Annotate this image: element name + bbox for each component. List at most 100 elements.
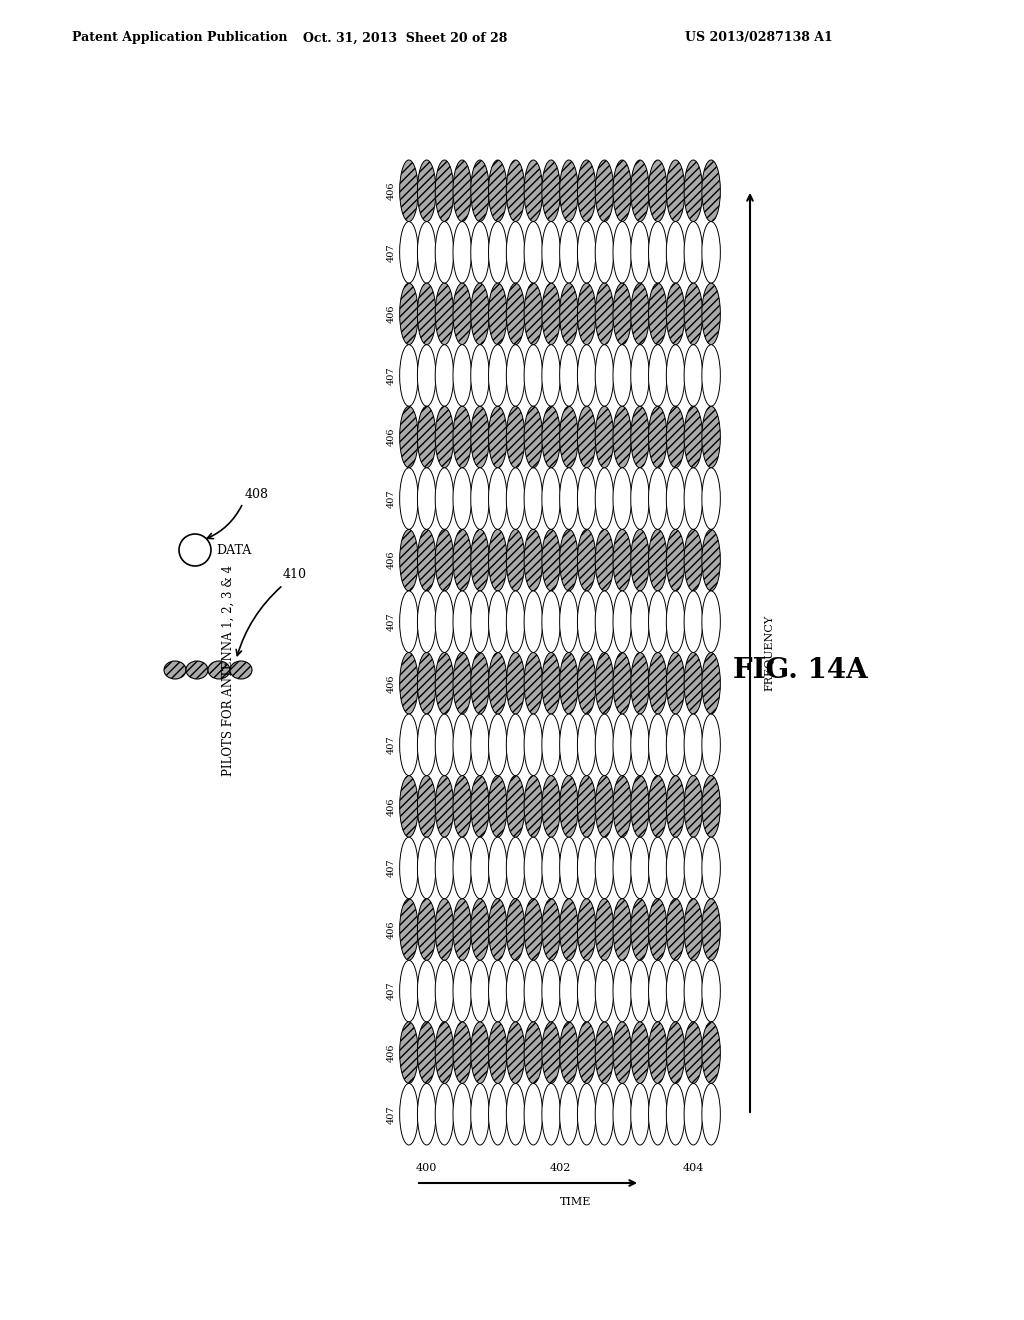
Text: 404: 404 <box>683 1163 705 1173</box>
Ellipse shape <box>631 652 649 714</box>
Ellipse shape <box>701 1022 720 1084</box>
Ellipse shape <box>471 776 489 837</box>
Ellipse shape <box>595 591 613 652</box>
Ellipse shape <box>179 535 211 566</box>
Ellipse shape <box>542 345 560 407</box>
Ellipse shape <box>524 467 543 529</box>
Ellipse shape <box>648 467 667 529</box>
Ellipse shape <box>595 282 613 345</box>
Ellipse shape <box>524 714 543 776</box>
Text: 406: 406 <box>387 305 396 323</box>
Ellipse shape <box>435 222 454 282</box>
Ellipse shape <box>399 1084 418 1144</box>
Ellipse shape <box>701 652 720 714</box>
Ellipse shape <box>471 160 489 222</box>
Ellipse shape <box>701 837 720 899</box>
Ellipse shape <box>399 961 418 1022</box>
Ellipse shape <box>488 776 507 837</box>
Ellipse shape <box>667 282 685 345</box>
Ellipse shape <box>560 282 579 345</box>
Ellipse shape <box>399 467 418 529</box>
Ellipse shape <box>595 1022 613 1084</box>
Ellipse shape <box>648 407 667 467</box>
Ellipse shape <box>667 899 685 961</box>
Ellipse shape <box>701 529 720 591</box>
Ellipse shape <box>684 345 702 407</box>
Ellipse shape <box>667 776 685 837</box>
Ellipse shape <box>542 467 560 529</box>
Ellipse shape <box>701 345 720 407</box>
Ellipse shape <box>578 714 596 776</box>
Ellipse shape <box>595 961 613 1022</box>
Ellipse shape <box>648 529 667 591</box>
Ellipse shape <box>524 652 543 714</box>
Ellipse shape <box>524 591 543 652</box>
Ellipse shape <box>230 661 252 678</box>
Ellipse shape <box>488 1022 507 1084</box>
Ellipse shape <box>560 776 579 837</box>
Ellipse shape <box>578 282 596 345</box>
Ellipse shape <box>613 714 632 776</box>
Text: 408: 408 <box>245 488 269 502</box>
Ellipse shape <box>613 1084 632 1144</box>
Ellipse shape <box>684 1084 702 1144</box>
Ellipse shape <box>488 591 507 652</box>
Ellipse shape <box>453 837 471 899</box>
Ellipse shape <box>578 160 596 222</box>
Ellipse shape <box>613 837 632 899</box>
Ellipse shape <box>684 652 702 714</box>
Ellipse shape <box>560 652 579 714</box>
Ellipse shape <box>560 837 579 899</box>
Ellipse shape <box>418 160 436 222</box>
Ellipse shape <box>471 714 489 776</box>
Ellipse shape <box>578 961 596 1022</box>
Ellipse shape <box>631 776 649 837</box>
Ellipse shape <box>701 776 720 837</box>
Ellipse shape <box>631 837 649 899</box>
Ellipse shape <box>684 529 702 591</box>
Ellipse shape <box>631 222 649 282</box>
Ellipse shape <box>524 529 543 591</box>
Ellipse shape <box>399 899 418 961</box>
Ellipse shape <box>471 837 489 899</box>
Ellipse shape <box>524 282 543 345</box>
Ellipse shape <box>667 160 685 222</box>
Ellipse shape <box>648 652 667 714</box>
Ellipse shape <box>560 407 579 467</box>
Text: PILOTS FOR ANTENNA 1, 2, 3 & 4: PILOTS FOR ANTENNA 1, 2, 3 & 4 <box>222 565 234 776</box>
Text: 407: 407 <box>387 490 396 508</box>
Ellipse shape <box>418 899 436 961</box>
Ellipse shape <box>435 837 454 899</box>
Ellipse shape <box>506 776 524 837</box>
Ellipse shape <box>578 591 596 652</box>
Ellipse shape <box>435 591 454 652</box>
Ellipse shape <box>435 529 454 591</box>
Text: 400: 400 <box>416 1163 437 1173</box>
Ellipse shape <box>684 282 702 345</box>
Text: FREQUENCY: FREQUENCY <box>764 614 774 690</box>
Ellipse shape <box>488 222 507 282</box>
Text: Patent Application Publication: Patent Application Publication <box>72 32 288 45</box>
Ellipse shape <box>399 776 418 837</box>
Ellipse shape <box>488 961 507 1022</box>
Ellipse shape <box>595 714 613 776</box>
Ellipse shape <box>684 1022 702 1084</box>
Ellipse shape <box>701 467 720 529</box>
Ellipse shape <box>613 899 632 961</box>
Ellipse shape <box>684 222 702 282</box>
Ellipse shape <box>418 282 436 345</box>
Ellipse shape <box>418 345 436 407</box>
Ellipse shape <box>684 961 702 1022</box>
Ellipse shape <box>453 160 471 222</box>
Ellipse shape <box>684 899 702 961</box>
Ellipse shape <box>399 837 418 899</box>
Ellipse shape <box>506 1084 524 1144</box>
Ellipse shape <box>631 345 649 407</box>
Ellipse shape <box>488 837 507 899</box>
Ellipse shape <box>506 652 524 714</box>
Ellipse shape <box>418 1022 436 1084</box>
Ellipse shape <box>399 591 418 652</box>
Ellipse shape <box>488 714 507 776</box>
Ellipse shape <box>542 160 560 222</box>
Ellipse shape <box>453 1022 471 1084</box>
